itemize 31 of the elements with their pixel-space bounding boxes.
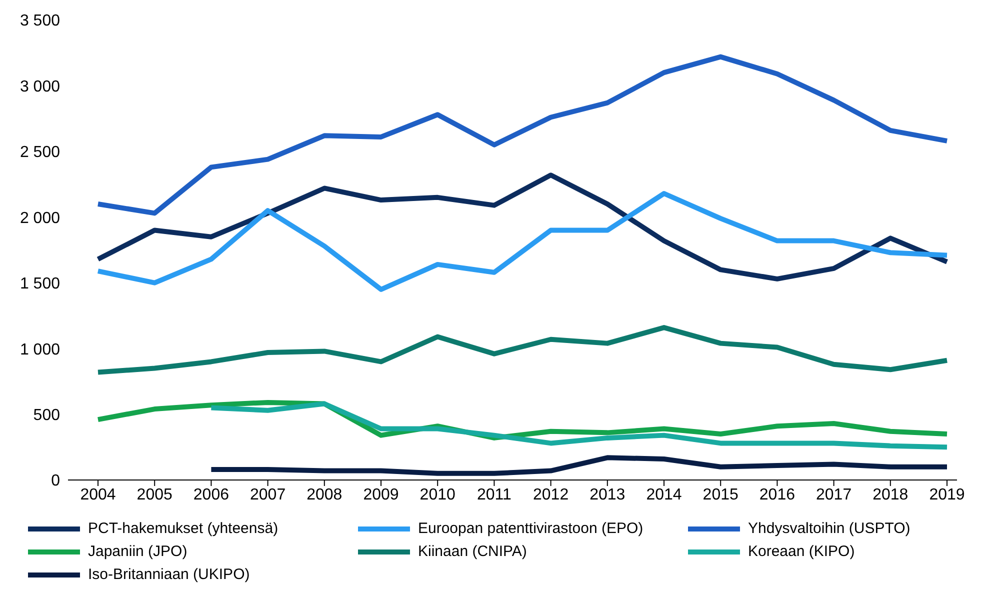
legend-label: Iso-Britanniaan (UKIPO) [88, 566, 250, 583]
x-tick-label: 2008 [306, 486, 342, 504]
x-tick-label: 2019 [929, 486, 965, 504]
x-tick-label: 2013 [590, 486, 626, 504]
y-tick-label: 1 000 [20, 341, 60, 358]
x-tick-label: 2012 [533, 486, 569, 504]
y-tick-label: 3 000 [20, 78, 60, 96]
x-tick-label: 2016 [759, 486, 796, 504]
x-tick-label: 2017 [816, 486, 852, 504]
legend-label: Japaniin (JPO) [88, 543, 188, 560]
y-tick-label: 2 000 [20, 210, 60, 227]
legend-label: Kiinaan (CNIPA) [418, 543, 527, 560]
y-tick-label: 500 [33, 406, 60, 424]
legend-label: Euroopan patenttivirastoon (EPO) [418, 520, 644, 537]
x-tick-label: 2011 [476, 486, 512, 504]
x-tick-label: 2010 [420, 486, 456, 504]
x-tick-label: 2014 [646, 486, 682, 504]
y-tick-label: 0 [51, 472, 60, 490]
x-tick-label: 2006 [193, 486, 230, 504]
y-tick-label: 3 500 [20, 12, 60, 30]
legend-label: Yhdysvaltoihin (USPTO) [748, 520, 910, 537]
y-tick-label: 1 500 [20, 276, 60, 293]
x-tick-label: 2005 [136, 486, 172, 504]
x-tick-label: 2015 [702, 486, 738, 504]
legend-label: Koreaan (KIPO) [748, 543, 855, 560]
x-tick-label: 2018 [872, 486, 908, 504]
x-tick-label: 2004 [80, 486, 116, 504]
x-tick-label: 2007 [250, 486, 286, 504]
legend-label: PCT-hakemukset (yhteensä) [88, 520, 278, 537]
x-tick-label: 2009 [363, 486, 399, 504]
y-tick-label: 2 500 [20, 144, 60, 162]
